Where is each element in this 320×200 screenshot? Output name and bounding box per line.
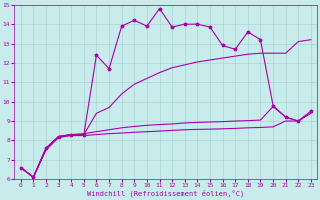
X-axis label: Windchill (Refroidissement éolien,°C): Windchill (Refroidissement éolien,°C) <box>87 190 244 197</box>
